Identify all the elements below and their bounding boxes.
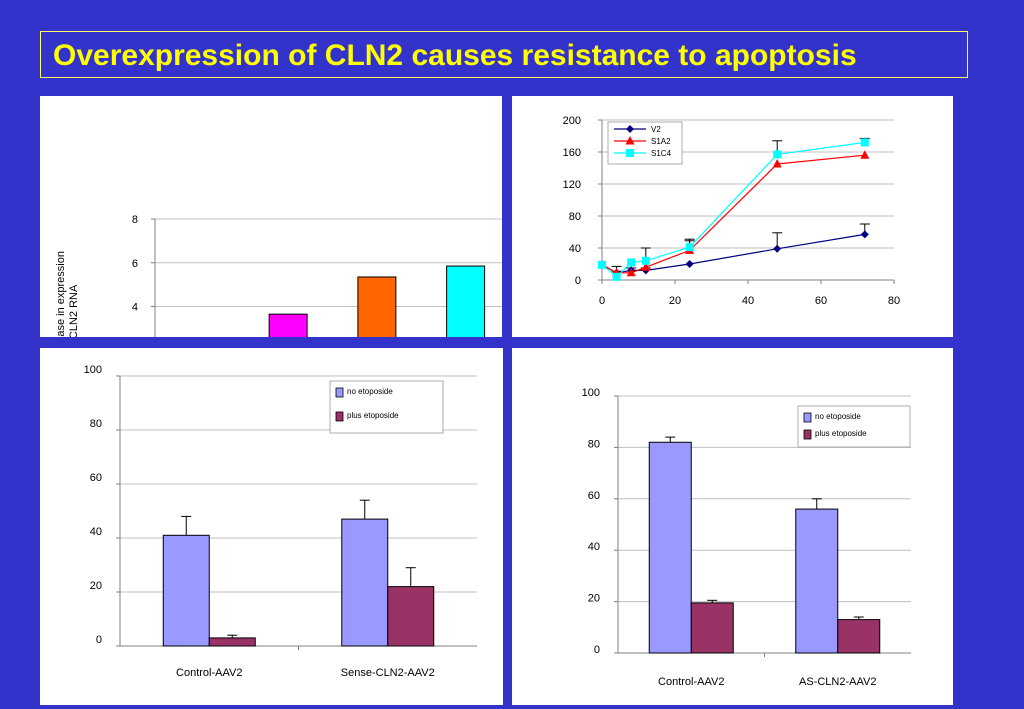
y-tick-label: 80 (569, 211, 581, 223)
series-line-s1a2 (601, 154, 865, 274)
y-tick-label: 100 (582, 387, 600, 399)
legend-label: S1A2 (651, 137, 671, 146)
data-point-s1c4 (627, 258, 636, 267)
y-tick-label: 0 (594, 644, 600, 656)
legend-swatch-plus-etoposide (803, 429, 812, 440)
x-tick-label: 40 (742, 295, 754, 307)
bar-plus-etoposide (208, 637, 256, 647)
antisense-etoposide-chart: 0 20 40 60 80 100 Control-AAV2 AS-CLN2-AAV2 no e… (582, 387, 911, 688)
x-tick-label: 80 (888, 295, 900, 307)
y-tick-label: 160 (563, 147, 581, 159)
y-tick-label: 40 (90, 526, 102, 538)
y-tick-label: 60 (588, 490, 600, 502)
bar-no-etoposide (795, 508, 839, 654)
y-tick-label: 0 (96, 634, 102, 646)
rna-bar-chart-panel: 02468V2S1A1S1A2S1C4Fold increase in expr… (40, 96, 502, 337)
y-tick-label: 20 (90, 580, 102, 592)
y-tick-label: 0 (575, 275, 581, 287)
x-tick-label: 0 (599, 295, 605, 307)
antisense-etoposide-chart-panel: 0 20 40 60 80 100 Control-AAV2 AS-CLN2-AAV2 no e… (512, 348, 953, 705)
data-point-s1a2 (626, 267, 636, 277)
series-line-v2 (601, 233, 865, 274)
bar-s1a2 (357, 276, 397, 337)
y-tick-label: 8 (132, 214, 138, 226)
bar-no-etoposide (341, 518, 389, 647)
page-title: Overexpression of CLN2 causes resistance… (53, 39, 857, 72)
bar-no-etoposide (648, 441, 692, 654)
x-tick-label: 20 (669, 295, 681, 307)
y-tick-label: 40 (569, 243, 581, 255)
legend-box (329, 380, 444, 434)
legend-label: no etoposide (815, 412, 861, 421)
legend-label: plus etoposide (815, 429, 867, 438)
legend-marker-v2 (626, 125, 634, 133)
data-point-s1c4 (612, 272, 621, 281)
x-tick-label: 60 (815, 295, 827, 307)
growth-line-chart-panel: 0 40 80 120 160 200 0 20 40 60 80 V2 S1A2 S1C4 (512, 96, 953, 337)
y-tick-label: 40 (588, 541, 600, 553)
x-tick-label: AS-CLN2-AAV2 (799, 676, 876, 688)
x-tick-label: Control-AAV2 (176, 667, 242, 679)
bar-no-etoposide (162, 534, 210, 647)
y-tick-label: 4 (132, 302, 138, 314)
y-tick-label: 6 (132, 258, 138, 270)
data-point-s1c4 (773, 150, 782, 159)
sense-etoposide-chart-panel: 0 20 40 60 80 100 Control-AAV2 Sense-CLN2-AAV2 n… (40, 348, 503, 705)
legend-marker-s1a2 (625, 136, 635, 145)
y-tick-label: 20 (588, 593, 600, 605)
title-box: Overexpression of CLN2 causes resistance… (40, 31, 968, 78)
bar-plus-etoposide (387, 586, 435, 647)
data-point-v2 (860, 230, 869, 239)
data-point-s1c4 (860, 138, 869, 147)
data-point-v2 (773, 244, 782, 253)
data-point-s1c4 (685, 243, 694, 252)
legend-label: S1C4 (651, 149, 672, 158)
y-tick-label: 200 (563, 115, 581, 127)
bar-plus-etoposide (690, 602, 734, 654)
y-tick-label: 80 (588, 438, 600, 450)
bar-s1a1 (268, 313, 308, 337)
data-point-s1a2 (772, 159, 782, 168)
y-tick-label: 100 (84, 364, 102, 376)
y-tick-label: 80 (90, 418, 102, 430)
legend-label: V2 (651, 125, 661, 134)
data-point-s1a2 (860, 150, 870, 159)
y-tick-label: 120 (563, 179, 581, 191)
growth-line-chart: 0 40 80 120 160 200 0 20 40 60 80 V2 S1A2 S1C4 (563, 115, 900, 307)
legend-marker-s1c4 (626, 149, 634, 157)
data-point-v2 (685, 260, 694, 268)
y-tick-label: 60 (90, 472, 102, 484)
data-point-s1a2 (641, 262, 651, 271)
legend-box (797, 405, 911, 448)
legend-swatch-no-etoposide (335, 387, 344, 398)
legend-label: no etoposide (347, 387, 393, 396)
legend-swatch-plus-etoposide (335, 411, 344, 422)
legend-swatch-no-etoposide (803, 412, 812, 423)
rna-bar-chart: 02468V2S1A1S1A2S1C4Fold increase in expr… (55, 214, 502, 337)
sense-etoposide-chart: 0 20 40 60 80 100 Control-AAV2 Sense-CLN2-AAV2 n… (84, 364, 477, 679)
bar-s1c4 (446, 265, 486, 337)
x-tick-label: Sense-CLN2-AAV2 (341, 667, 435, 679)
x-tick-label: Control-AAV2 (658, 676, 724, 688)
data-point-s1c4 (598, 260, 606, 269)
legend-label: plus etoposide (347, 411, 399, 420)
bar-plus-etoposide (837, 619, 881, 654)
data-point-s1c4 (641, 256, 650, 265)
y-axis-label: Fold increase in expressionof CLN2 RNA (55, 251, 80, 337)
